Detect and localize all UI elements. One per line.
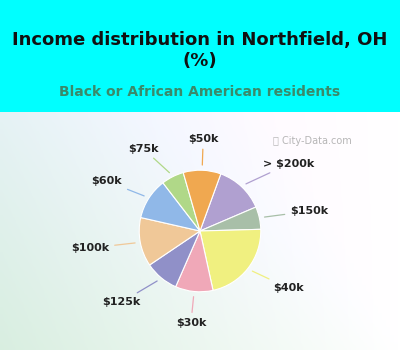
Text: $75k: $75k xyxy=(128,144,170,173)
Text: $30k: $30k xyxy=(176,297,206,328)
Text: $100k: $100k xyxy=(71,243,135,253)
Wedge shape xyxy=(200,174,256,231)
Wedge shape xyxy=(141,183,200,231)
Wedge shape xyxy=(150,231,200,287)
Wedge shape xyxy=(139,218,200,265)
Wedge shape xyxy=(200,229,261,290)
Wedge shape xyxy=(176,231,213,292)
Text: $40k: $40k xyxy=(252,271,304,293)
Text: Black or African American residents: Black or African American residents xyxy=(60,85,340,99)
Text: > $200k: > $200k xyxy=(246,159,315,184)
Text: $50k: $50k xyxy=(188,134,218,165)
Wedge shape xyxy=(183,170,221,231)
Text: ⓘ City-Data.com: ⓘ City-Data.com xyxy=(273,135,351,146)
Text: $60k: $60k xyxy=(92,176,144,196)
Wedge shape xyxy=(200,207,261,231)
Wedge shape xyxy=(163,173,200,231)
Text: Income distribution in Northfield, OH
(%): Income distribution in Northfield, OH (%… xyxy=(12,32,388,70)
Text: $150k: $150k xyxy=(264,206,328,217)
Text: $125k: $125k xyxy=(103,281,157,307)
